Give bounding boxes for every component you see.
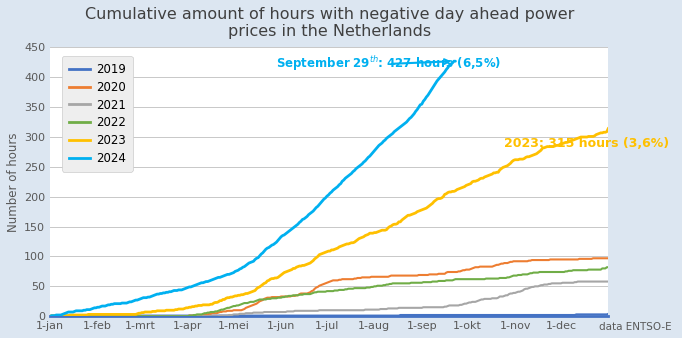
Text: September 29$^{th}$: 427 hours (6,5%): September 29$^{th}$: 427 hours (6,5%) xyxy=(276,54,502,73)
Y-axis label: Number of hours: Number of hours xyxy=(7,132,20,232)
Text: 2023: 315 hours (3,6%): 2023: 315 hours (3,6%) xyxy=(505,137,670,150)
Title: Cumulative amount of hours with negative day ahead power
prices in the Netherlan: Cumulative amount of hours with negative… xyxy=(85,7,574,39)
Legend: 2019, 2020, 2021, 2022, 2023, 2024: 2019, 2020, 2021, 2022, 2023, 2024 xyxy=(61,56,133,172)
Text: data ENTSO-E: data ENTSO-E xyxy=(599,322,672,332)
